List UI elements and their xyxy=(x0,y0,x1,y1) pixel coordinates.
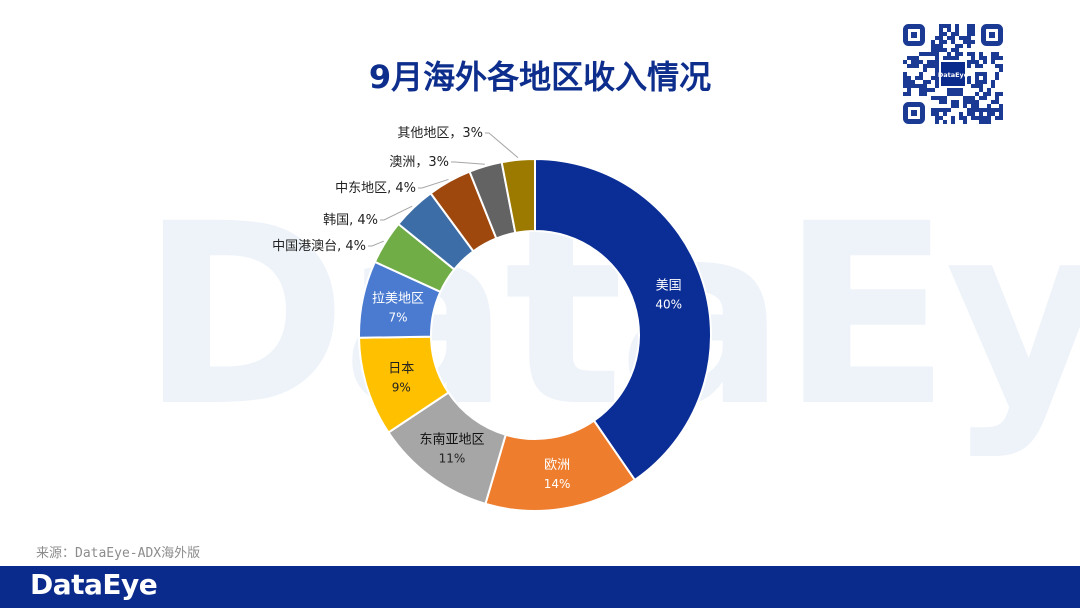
slice-label-outside: 澳洲，3% xyxy=(389,154,449,170)
page-title: 9月海外各地区收入情况 xyxy=(368,58,712,96)
leader-line xyxy=(380,205,413,221)
slice-label-value: 7% xyxy=(388,310,407,324)
slice-label-value: 11% xyxy=(439,452,466,466)
leader-line xyxy=(451,161,485,165)
slice-label-value: 40% xyxy=(655,297,682,311)
slice-label-outside: 韩国, 4% xyxy=(323,213,378,228)
leader-line xyxy=(418,178,449,189)
qr-logo-text: DataEye xyxy=(938,71,969,79)
slice-label-outside: 中东地区, 4% xyxy=(335,181,416,196)
slice-label-outside: 其他地区，3% xyxy=(397,126,483,141)
slice-label-name: 日本 xyxy=(388,362,414,377)
slice-label-name: 东南亚地区 xyxy=(419,432,484,448)
slice-label-name: 拉美地区 xyxy=(372,291,424,306)
footer-logo: DataEye xyxy=(30,568,158,601)
footer-bar: DataEye xyxy=(0,566,1080,608)
slice-label-value: 9% xyxy=(392,381,411,395)
donut-slice-0 xyxy=(534,157,712,482)
leader-line xyxy=(485,132,519,159)
source-note: 来源：DataEye-ADX海外版 xyxy=(36,546,201,561)
leader-line xyxy=(368,240,384,247)
slice-label-name: 美国 xyxy=(656,278,682,293)
slice-label-outside: 中国港澳台, 4% xyxy=(272,238,366,254)
donut-chart: 美国 40% 欧洲 14% 东南亚地区 11% 日本 9% 拉美地区 7% 中国港澳台, 4% 韩国,… xyxy=(272,126,712,512)
slice-label-value: 14% xyxy=(544,477,571,491)
donut-slice-9 xyxy=(500,157,536,235)
slice-label-name: 欧洲 xyxy=(544,458,570,473)
qr-code: DataEye xyxy=(901,22,1005,126)
